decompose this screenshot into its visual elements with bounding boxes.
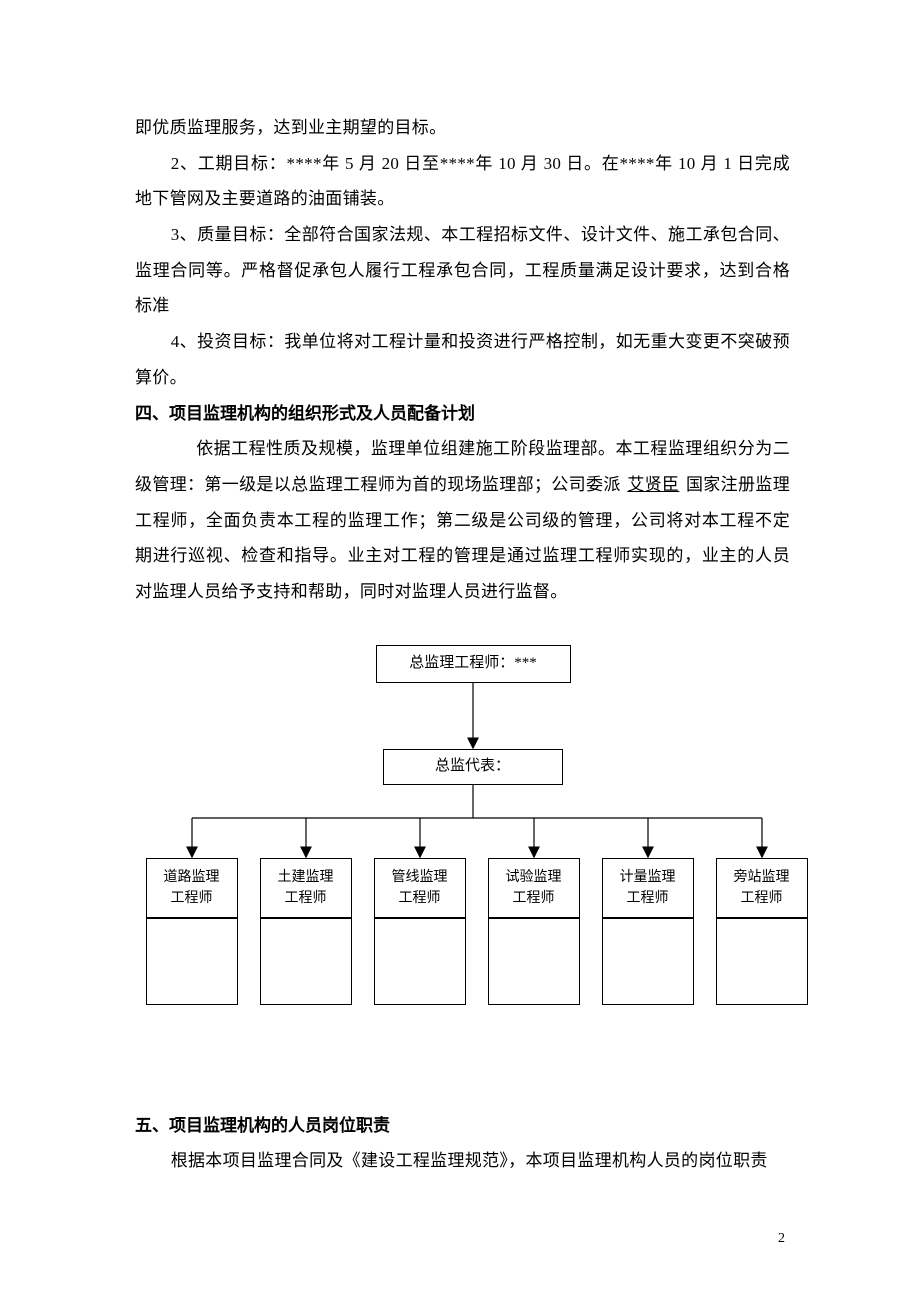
node-test-engineer: 试验监理工程师: [488, 858, 580, 918]
heading-5: 五、项目监理机构的人员岗位职责: [135, 1108, 790, 1144]
blank-box-4: [602, 918, 694, 1005]
blank-box-0: [146, 918, 238, 1005]
node-measurement-engineer: 计量监理工程师: [602, 858, 694, 918]
org-chart: 总监理工程师：*** 总监代表： 道路监理工程师 土建监理工程师 管线监理工程师…: [138, 640, 788, 1060]
paragraph-2: 2、工期目标：****年 5 月 20 日至****年 10 月 30 日。在*…: [135, 146, 790, 217]
paragraph-5: 依据工程性质及规模，监理单位组建施工阶段监理部。本工程监理组织分为二级管理：第一…: [135, 431, 790, 609]
paragraph-3: 3、质量目标：全部符合国家法规、本工程招标文件、设计文件、施工承包合同、监理合同…: [135, 217, 790, 324]
blank-box-1: [260, 918, 352, 1005]
node-pipeline-engineer: 管线监理工程师: [374, 858, 466, 918]
node-civil-engineer: 土建监理工程师: [260, 858, 352, 918]
blank-box-3: [488, 918, 580, 1005]
appointee-name: 艾贤臣: [625, 475, 681, 494]
paragraph-6: 根据本项目监理合同及《建设工程监理规范》，本项目监理机构人员的岗位职责: [135, 1143, 790, 1179]
blank-box-5: [716, 918, 808, 1005]
heading-4: 四、项目监理机构的组织形式及人员配备计划: [135, 396, 790, 432]
paragraph-1: 即优质监理服务，达到业主期望的目标。: [135, 110, 790, 146]
node-road-engineer: 道路监理工程师: [146, 858, 238, 918]
paragraph-4: 4、投资目标：我单位将对工程计量和投资进行严格控制，如无重大变更不突破预算价。: [135, 324, 790, 395]
node-chief-engineer: 总监理工程师：***: [376, 645, 571, 683]
node-station-engineer: 旁站监理工程师: [716, 858, 808, 918]
blank-box-2: [374, 918, 466, 1005]
page-number: 2: [778, 1231, 785, 1247]
node-deputy: 总监代表：: [383, 749, 563, 785]
